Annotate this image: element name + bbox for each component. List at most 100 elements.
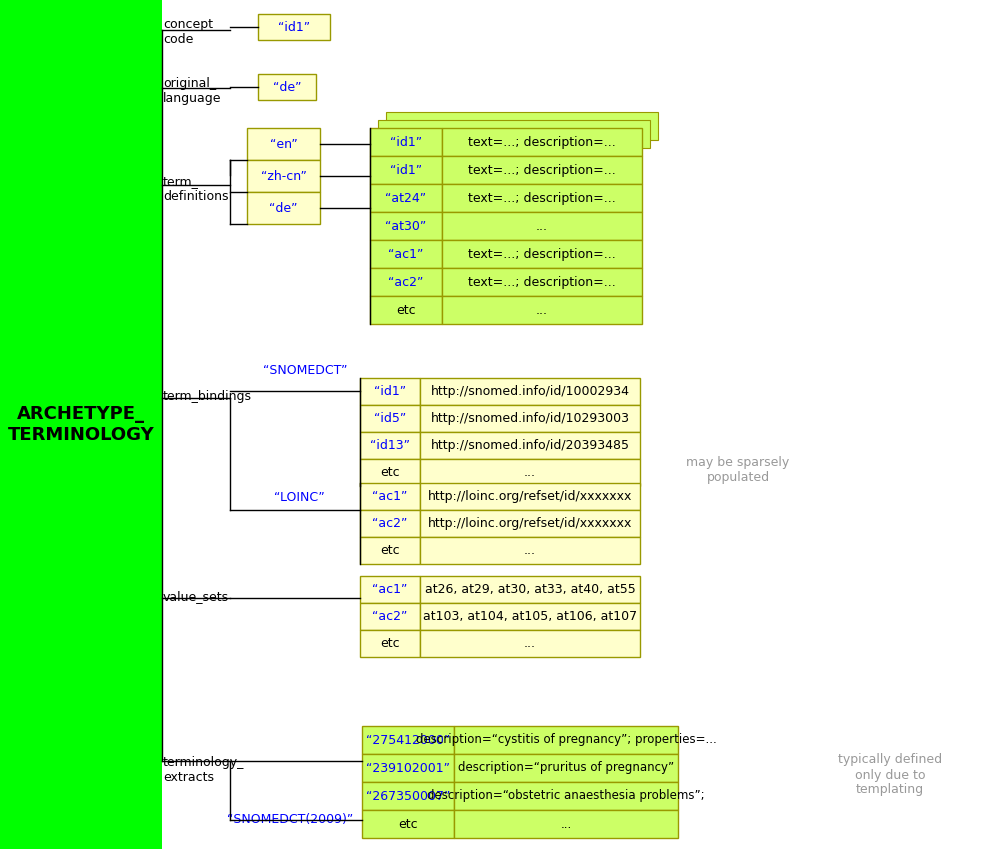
Bar [420,432,640,459]
Text: “at30”: “at30” [385,220,426,233]
Text: “id5”: “id5” [374,412,406,425]
Text: “275412000”: “275412000” [366,734,450,746]
Text: description=“pruritus of pregnancy”: description=“pruritus of pregnancy” [457,762,674,774]
Bar [360,483,420,510]
Bar [454,726,678,754]
Text: “zh-cn”: “zh-cn” [260,170,306,183]
Bar [258,74,316,100]
Text: etc: etc [380,466,399,479]
Bar [370,156,442,184]
Bar [454,782,678,810]
Text: http://loinc.org/refset/id/xxxxxxx: http://loinc.org/refset/id/xxxxxxx [427,490,633,503]
Bar [370,212,442,240]
Bar [360,630,420,657]
Text: text=...; description=...: text=...; description=... [468,192,616,205]
Text: “de”: “de” [269,201,297,215]
Bar [247,128,320,160]
Text: “id1”: “id1” [390,136,422,149]
Bar [247,192,320,224]
Text: “SNOMEDCT”: “SNOMEDCT” [262,363,347,376]
Text: text=...; description=...: text=...; description=... [468,248,616,261]
Text: etc: etc [398,818,417,830]
Text: term_
definitions: term_ definitions [163,175,228,203]
Text: “en”: “en” [269,138,297,150]
Bar [454,810,678,838]
Text: “ac1”: “ac1” [372,583,407,596]
Bar [442,268,642,296]
Bar [370,268,442,296]
Text: http://snomed.info/id/10293003: http://snomed.info/id/10293003 [430,412,630,425]
Bar [420,459,640,486]
Bar [360,459,420,486]
Bar [370,296,442,324]
Text: at26, at29, at30, at33, at40, at55: at26, at29, at30, at33, at40, at55 [424,583,636,596]
Bar [420,630,640,657]
Text: “ac2”: “ac2” [372,610,407,623]
Bar [442,212,642,240]
Text: ...: ... [561,818,572,830]
Text: typically defined
only due to
templating: typically defined only due to templating [838,754,942,796]
Text: “id1”: “id1” [406,120,438,132]
Bar [442,184,642,212]
Text: ...: ... [524,466,536,479]
Text: http://snomed.info/id/20393485: http://snomed.info/id/20393485 [430,439,630,452]
Text: “267350007”: “267350007” [365,790,450,802]
Text: “de”: “de” [272,81,301,93]
Text: “id1”: “id1” [398,127,430,140]
Bar [420,483,640,510]
Bar [420,378,640,405]
Text: “id1”: “id1” [374,385,406,398]
Bar [258,14,330,40]
Bar [360,576,420,603]
Text: “at24”: “at24” [385,192,426,205]
Text: text=…; description=…: text=…; description=… [475,127,625,140]
Bar [0,0,162,849]
Bar [420,537,640,564]
Text: may be sparsely
populated: may be sparsely populated [687,456,790,484]
Text: ...: ... [536,220,548,233]
Bar [360,405,420,432]
Bar [420,405,640,432]
Text: “ac1”: “ac1” [372,490,407,503]
Text: ...: ... [524,544,536,557]
Text: ...: ... [536,303,548,317]
Text: text=…; description=…: text=…; description=… [483,120,633,132]
Text: “239102001”: “239102001” [366,762,450,774]
Bar [442,156,642,184]
Text: text=...; description=...: text=...; description=... [468,275,616,289]
Text: ...: ... [524,637,536,650]
Text: “SNOMEDCT(2009)”: “SNOMEDCT(2009)” [227,813,353,826]
Text: terminology_
extracts: terminology_ extracts [163,756,244,784]
Text: “LOINC”: “LOINC” [273,491,324,503]
Text: http://snomed.info/id/10002934: http://snomed.info/id/10002934 [430,385,630,398]
Text: ARCHETYPE_
TERMINOLOGY: ARCHETYPE_ TERMINOLOGY [8,405,154,444]
Bar [360,537,420,564]
Text: etc: etc [380,544,399,557]
Bar [360,603,420,630]
Bar [386,112,658,140]
Text: value_sets: value_sets [163,590,229,603]
Text: “id1”: “id1” [278,20,310,33]
Bar [360,510,420,537]
Bar [454,754,678,782]
Text: etc: etc [380,637,399,650]
Bar [362,726,454,754]
Text: description=“cystitis of pregnancy”; properties=...: description=“cystitis of pregnancy”; pro… [415,734,717,746]
Text: text=...; description=...: text=...; description=... [468,136,616,149]
Bar [360,378,420,405]
Bar [360,432,420,459]
Bar [442,240,642,268]
Text: “ac1”: “ac1” [388,248,423,261]
Bar [362,754,454,782]
Text: “ac2”: “ac2” [388,275,423,289]
Text: description=“obstetric anaesthesia problems”;: description=“obstetric anaesthesia probl… [427,790,705,802]
Text: “ac2”: “ac2” [372,517,407,530]
Bar [362,810,454,838]
Text: original_
language: original_ language [163,77,221,105]
Text: at103, at104, at105, at106, at107: at103, at104, at105, at106, at107 [423,610,637,623]
Text: etc: etc [396,303,415,317]
Bar [247,160,320,192]
Bar [442,296,642,324]
Bar [420,576,640,603]
Bar [362,782,454,810]
